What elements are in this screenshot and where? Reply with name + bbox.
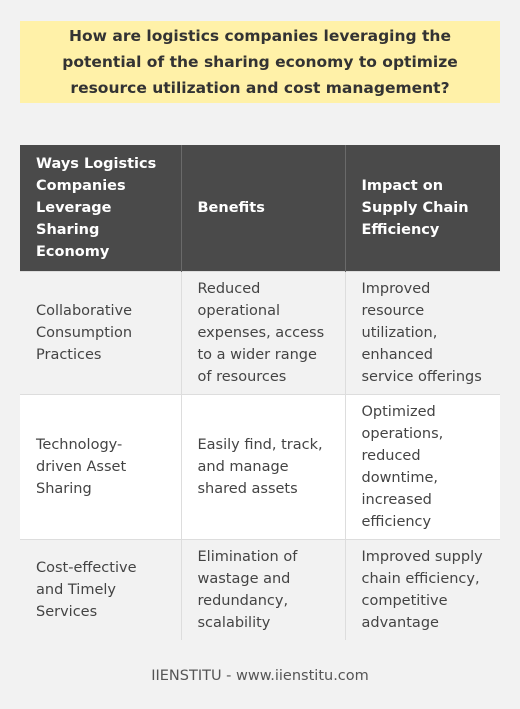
cell-impact: Improved resource utilization, enhanced …	[344, 270, 500, 394]
cell-way: Cost-effective and Timely Services	[20, 538, 181, 640]
cell-benefits: Easily find, track, and manage shared as…	[180, 393, 345, 539]
table-row: Cost-effective and Timely Services Elimi…	[20, 538, 500, 640]
title-banner: How are logistics companies leveraging t…	[20, 21, 500, 103]
page-title: How are logistics companies leveraging t…	[62, 27, 458, 97]
header-benefits: Benefits	[180, 145, 345, 271]
comparison-table-container: Ways Logistics Companies Leverage Sharin…	[20, 145, 500, 640]
cell-way: Technology-driven Asset Sharing	[20, 393, 181, 539]
cell-impact: Optimized operations, reduced downtime, …	[344, 393, 500, 539]
header-ways: Ways Logistics Companies Leverage Sharin…	[20, 145, 181, 271]
header-impact: Impact on Supply Chain Efficiency	[344, 145, 500, 271]
cell-impact: Improved supply chain efficiency, compet…	[344, 538, 500, 640]
cell-way: Collaborative Consumption Practices	[20, 270, 181, 394]
cell-benefits: Elimination of wastage and redundancy, s…	[180, 538, 345, 640]
table-header-row: Ways Logistics Companies Leverage Sharin…	[20, 145, 500, 271]
comparison-table: Ways Logistics Companies Leverage Sharin…	[20, 145, 500, 640]
table-row: Collaborative Consumption Practices Redu…	[20, 270, 500, 394]
footer-credit: IIENSTITU - www.iienstitu.com	[151, 668, 369, 684]
cell-benefits: Reduced operational expenses, access to …	[180, 270, 345, 394]
table-row: Technology-driven Asset Sharing Easily f…	[20, 393, 500, 539]
